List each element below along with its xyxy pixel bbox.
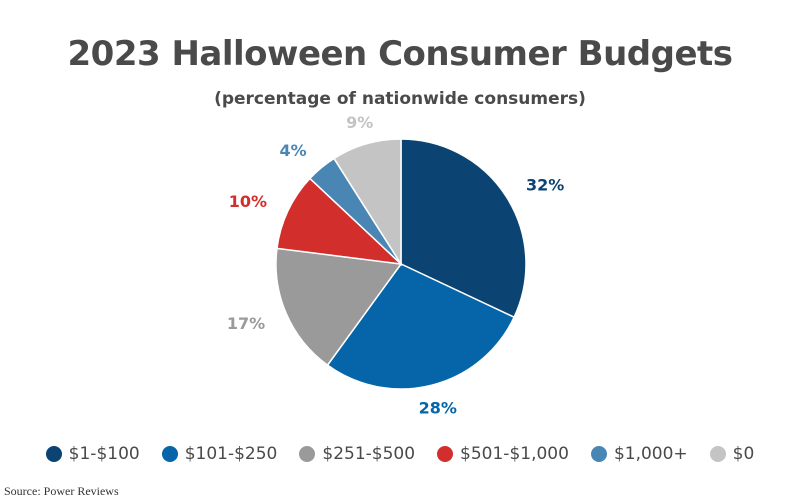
legend-swatch — [437, 446, 454, 462]
data-label: 4% — [279, 141, 306, 160]
data-label: 10% — [229, 192, 267, 211]
legend-swatch — [299, 446, 316, 462]
chart-subtitle: (percentage of nationwide consumers) — [214, 89, 586, 109]
legend-item: $1,000+ — [590, 444, 688, 464]
legend-label: $251-$500 — [322, 444, 416, 464]
pie-slice — [276, 177, 404, 266]
pie-slice — [326, 263, 516, 390]
pie-slice — [275, 247, 403, 367]
pie-slice — [400, 138, 527, 319]
legend-item: $1-$100 — [45, 444, 140, 464]
legend-item: $251-$500 — [299, 444, 415, 464]
legend-item: $0 — [709, 444, 755, 464]
legend-item: $101-$250 — [161, 444, 278, 464]
data-label: 9% — [346, 113, 373, 132]
chart-title: 2023 Halloween Consumer Budgets — [67, 34, 734, 74]
data-label: 28% — [419, 398, 457, 417]
legend-label: $501-$1,000 — [460, 444, 569, 464]
legend-label: $1-$100 — [68, 444, 140, 464]
legend-item: $501-$1,000 — [437, 444, 569, 464]
legend-swatch — [709, 446, 726, 462]
legend-label: $1,000+ — [613, 444, 688, 464]
data-label: 32% — [526, 176, 564, 195]
legend: $1-$100 $101-$250 $251-$500 $501-$1,000 $1,0… — [0, 444, 800, 464]
source-note: Source: Power Reviews — [4, 484, 119, 498]
legend-swatch — [45, 446, 62, 462]
legend-swatch — [161, 446, 178, 462]
legend-label: $0 — [732, 444, 755, 464]
legend-swatch — [590, 446, 607, 462]
data-label: 17% — [227, 314, 265, 333]
pie-slice — [332, 138, 402, 267]
legend-label: $101-$250 — [184, 444, 278, 464]
